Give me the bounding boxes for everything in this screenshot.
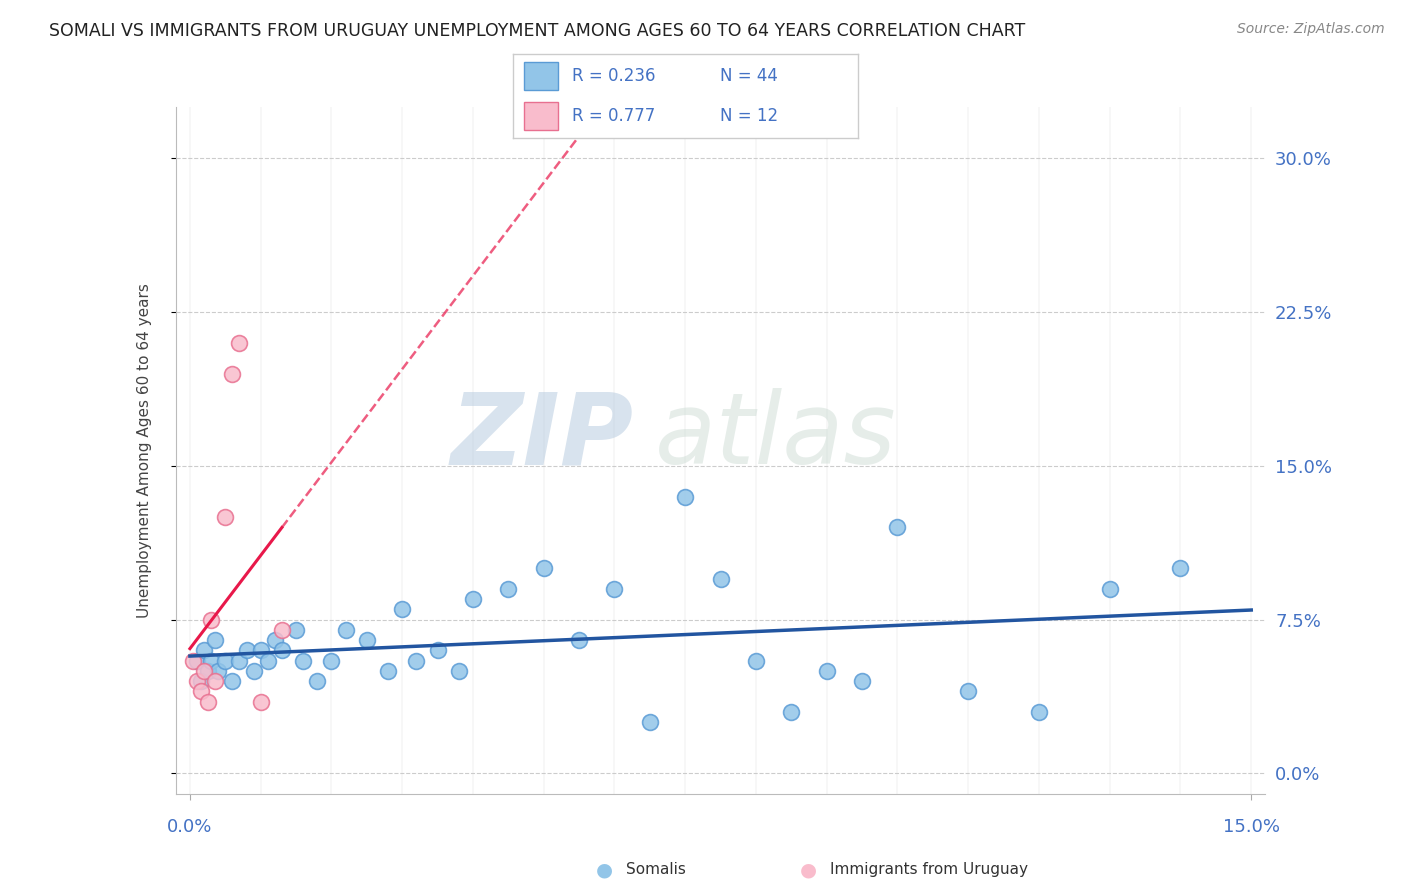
Point bbox=[221, 674, 243, 689]
Point bbox=[183, 654, 205, 668]
Point bbox=[426, 643, 449, 657]
Point bbox=[673, 490, 696, 504]
Point bbox=[447, 664, 470, 678]
Point bbox=[1098, 582, 1121, 596]
Point bbox=[391, 602, 413, 616]
Point bbox=[568, 633, 591, 648]
Point bbox=[356, 633, 378, 648]
Point bbox=[1170, 561, 1192, 575]
Point bbox=[204, 633, 226, 648]
Point bbox=[335, 623, 357, 637]
Point bbox=[886, 520, 908, 534]
Point bbox=[263, 633, 285, 648]
Point bbox=[200, 613, 222, 627]
Point bbox=[377, 664, 399, 678]
Point bbox=[745, 654, 768, 668]
Point bbox=[321, 654, 343, 668]
Point bbox=[498, 582, 520, 596]
Text: R = 0.236: R = 0.236 bbox=[572, 67, 655, 85]
Point bbox=[307, 674, 329, 689]
Point bbox=[292, 654, 315, 668]
Text: ZIP: ZIP bbox=[450, 388, 633, 485]
Point bbox=[270, 623, 292, 637]
Point bbox=[190, 674, 212, 689]
Point bbox=[603, 582, 626, 596]
Text: 15.0%: 15.0% bbox=[1223, 819, 1279, 837]
Text: ●: ● bbox=[596, 860, 613, 880]
Point bbox=[461, 592, 484, 607]
Text: SOMALI VS IMMIGRANTS FROM URUGUAY UNEMPLOYMENT AMONG AGES 60 TO 64 YEARS CORRELA: SOMALI VS IMMIGRANTS FROM URUGUAY UNEMPL… bbox=[49, 22, 1025, 40]
Point bbox=[533, 561, 555, 575]
Bar bbox=[523, 62, 558, 90]
Point bbox=[270, 643, 292, 657]
Point bbox=[815, 664, 838, 678]
Point bbox=[1028, 705, 1050, 719]
Point bbox=[204, 674, 226, 689]
Text: N = 44: N = 44 bbox=[720, 67, 778, 85]
Point bbox=[197, 695, 219, 709]
Point bbox=[190, 684, 212, 698]
Point bbox=[193, 643, 215, 657]
Bar bbox=[523, 102, 558, 130]
Text: Immigrants from Uruguay: Immigrants from Uruguay bbox=[830, 863, 1028, 877]
Point bbox=[780, 705, 803, 719]
Point bbox=[851, 674, 873, 689]
Point bbox=[221, 367, 243, 381]
Point bbox=[405, 654, 427, 668]
Point bbox=[710, 572, 733, 586]
Text: ●: ● bbox=[800, 860, 817, 880]
Text: R = 0.777: R = 0.777 bbox=[572, 107, 655, 125]
Point bbox=[207, 664, 229, 678]
Point bbox=[200, 654, 222, 668]
Point bbox=[235, 643, 257, 657]
Point bbox=[228, 335, 250, 350]
Text: N = 12: N = 12 bbox=[720, 107, 778, 125]
Point bbox=[638, 715, 661, 730]
Point bbox=[228, 654, 250, 668]
Point bbox=[242, 664, 264, 678]
Point bbox=[193, 664, 215, 678]
Text: atlas: atlas bbox=[655, 388, 897, 485]
Text: 0.0%: 0.0% bbox=[167, 819, 212, 837]
Point bbox=[214, 654, 236, 668]
Point bbox=[249, 695, 271, 709]
Point bbox=[186, 674, 208, 689]
Point bbox=[285, 623, 308, 637]
Text: Source: ZipAtlas.com: Source: ZipAtlas.com bbox=[1237, 22, 1385, 37]
Point bbox=[957, 684, 980, 698]
Point bbox=[256, 654, 278, 668]
Text: Somalis: Somalis bbox=[626, 863, 686, 877]
Point bbox=[197, 664, 219, 678]
Y-axis label: Unemployment Among Ages 60 to 64 years: Unemployment Among Ages 60 to 64 years bbox=[138, 283, 152, 618]
Point bbox=[249, 643, 271, 657]
Point bbox=[214, 510, 236, 524]
Point bbox=[186, 654, 208, 668]
